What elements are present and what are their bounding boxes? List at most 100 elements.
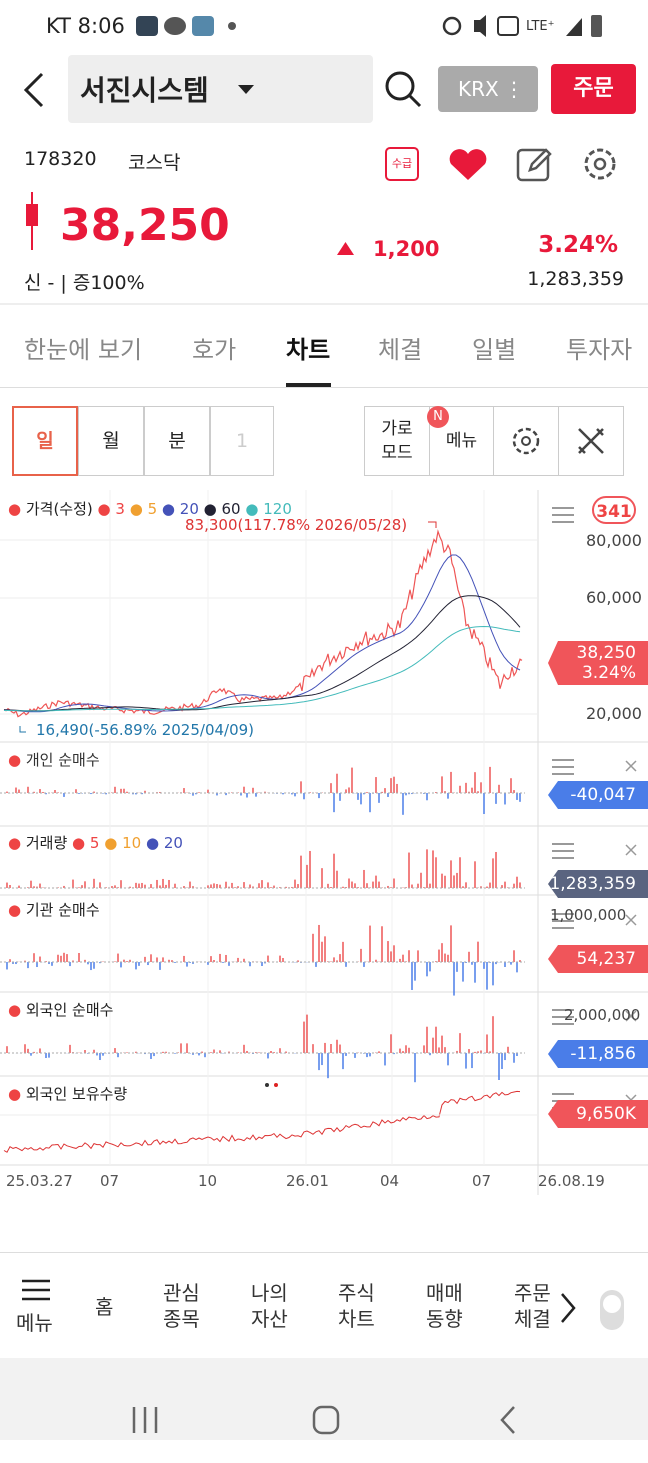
panel-close-icon <box>625 760 637 772</box>
back-button[interactable] <box>18 70 54 110</box>
order-button[interactable]: 주문 <box>551 64 636 114</box>
panel-title-text: 외국인 보유수량 <box>25 1085 128 1103</box>
panel-title-text: 외국인 순매수 <box>25 1001 114 1019</box>
status-icons: LTE⁺ <box>136 15 602 37</box>
max-label: 83,300(117.78% 2026/05/28) <box>185 516 408 534</box>
tab-bar: 한눈에 보기 호가 차트 체결 일별 투자자 <box>0 305 648 388</box>
nav-item[interactable]: 나의 자산 <box>251 1281 288 1331</box>
gear-icon <box>512 427 540 455</box>
period-month[interactable]: 월 <box>78 406 144 476</box>
drawing-tools[interactable] <box>558 406 624 476</box>
panel-close-icon <box>625 1010 637 1022</box>
panel-tag: 9,650K <box>548 1100 648 1128</box>
period-minute[interactable]: 분 <box>144 406 210 476</box>
legend: ● 가격(수정) ● 3 ● 5 ● 20 ● 60 ● 120 <box>8 500 292 518</box>
legend-item: 3 <box>115 500 125 518</box>
nav-item[interactable]: 주식 차트 <box>338 1281 375 1331</box>
settings-icon[interactable] <box>584 148 616 180</box>
system-nav <box>0 1358 648 1440</box>
legend-item: 60 <box>221 500 241 518</box>
divider <box>0 303 648 305</box>
panel-close-icon <box>625 844 637 856</box>
min-marker <box>19 726 26 733</box>
nav-item[interactable]: 홈 <box>95 1295 114 1319</box>
pencil-icon <box>578 428 604 454</box>
menu-icon[interactable] <box>20 1278 52 1302</box>
legend-item: 20 <box>179 500 199 518</box>
legend-item: 20 <box>163 834 183 852</box>
x-label: 07 <box>472 1172 492 1190</box>
tab[interactable]: 일별 <box>472 336 517 364</box>
stock-code: 178320 <box>24 148 97 170</box>
panel-title: ● 외국인 순매수 <box>8 1001 114 1019</box>
scale-label: 1,000,000 <box>550 906 627 924</box>
market: 코스닥 <box>128 152 181 174</box>
volume: 1,283,359 <box>527 268 624 290</box>
holding-line <box>3 1090 521 1153</box>
dropdown-caret <box>238 85 254 94</box>
new-badge: N <box>427 406 449 428</box>
candle-icon <box>26 192 38 250</box>
nav-item[interactable]: 매매 동향 <box>426 1281 463 1331</box>
favorite-icon[interactable] <box>449 149 487 180</box>
legend-item: 10 <box>122 834 142 852</box>
price-tag: 38,250 3.24% <box>548 641 648 685</box>
y-label: 60,000 <box>586 588 642 607</box>
status-time: KT 8:06 <box>46 14 125 38</box>
dot <box>265 1083 269 1087</box>
nav-item[interactable]: 메뉴 <box>16 1311 53 1335</box>
x-label: 25.03.27 <box>6 1172 73 1190</box>
legend-item: 5 <box>89 834 100 852</box>
panel-tag: -40,047 <box>548 781 648 809</box>
landscape-mode[interactable]: 가로 모드 <box>364 406 430 476</box>
exchange-label: KRX <box>458 77 499 101</box>
panel-tag: -11,856 <box>548 1040 648 1068</box>
moving-average <box>3 554 521 713</box>
period-count[interactable]: 1 <box>210 406 274 476</box>
nav-item[interactable]: 관심 종목 <box>163 1281 200 1331</box>
price-tag-price: 38,250 <box>576 643 636 663</box>
panel-title-text: 기관 순매수 <box>25 901 100 919</box>
svg-text:LTE⁺: LTE⁺ <box>526 19 554 34</box>
legend-item: 가격(수정) <box>25 500 93 518</box>
x-label: 07 <box>100 1172 120 1190</box>
min-label: 16,490(-56.89% 2025/04/09) <box>36 721 255 739</box>
period-day[interactable]: 일 <box>12 406 78 476</box>
edit-icon[interactable] <box>516 148 552 182</box>
panel-menu-icon <box>552 913 574 929</box>
count-badge[interactable]: 341 <box>592 496 636 524</box>
tab[interactable]: 한눈에 보기 <box>24 336 143 364</box>
max-marker <box>428 521 437 528</box>
x-label: 26.01 <box>286 1172 329 1190</box>
nav-item[interactable]: 주문 체결 <box>514 1281 551 1331</box>
stock-selector[interactable]: 서진시스템 <box>68 55 373 123</box>
system-nav-icons <box>132 1405 515 1435</box>
tab[interactable]: 체결 <box>378 336 423 364</box>
dot <box>274 1083 278 1087</box>
action-icons <box>449 148 616 182</box>
scale-label: 2,000,000 <box>564 1006 641 1024</box>
panel-close-icon <box>625 914 637 926</box>
panel-menu-icon <box>552 843 574 859</box>
search-icon[interactable] <box>382 68 424 110</box>
panel-title-text: 거래량 <box>25 834 68 852</box>
next-arrow[interactable] <box>561 1293 576 1323</box>
exchange-button[interactable]: KRX ⋮ <box>438 66 538 112</box>
supply-badge[interactable]: 수급 <box>385 147 419 181</box>
price-tag-rate: 3.24% <box>581 663 636 683</box>
tab[interactable]: 투자자 <box>566 336 633 364</box>
panel-title: ● 개인 순매수 <box>8 751 100 769</box>
panel-menu-icon <box>552 759 574 775</box>
nav-extra <box>561 1290 624 1330</box>
legend-item: 5 <box>147 500 158 518</box>
tab-active[interactable]: 차트 <box>286 336 331 364</box>
x-label: 26.08.19 <box>538 1172 605 1190</box>
tab-indicator <box>286 383 331 387</box>
x-label: 10 <box>198 1172 218 1190</box>
panel-menu-icon <box>552 1009 574 1025</box>
chart-settings[interactable] <box>493 406 559 476</box>
tab[interactable]: 호가 <box>192 336 237 364</box>
legend-item: 120 <box>263 500 292 518</box>
price-change: 1,200 <box>373 237 440 261</box>
